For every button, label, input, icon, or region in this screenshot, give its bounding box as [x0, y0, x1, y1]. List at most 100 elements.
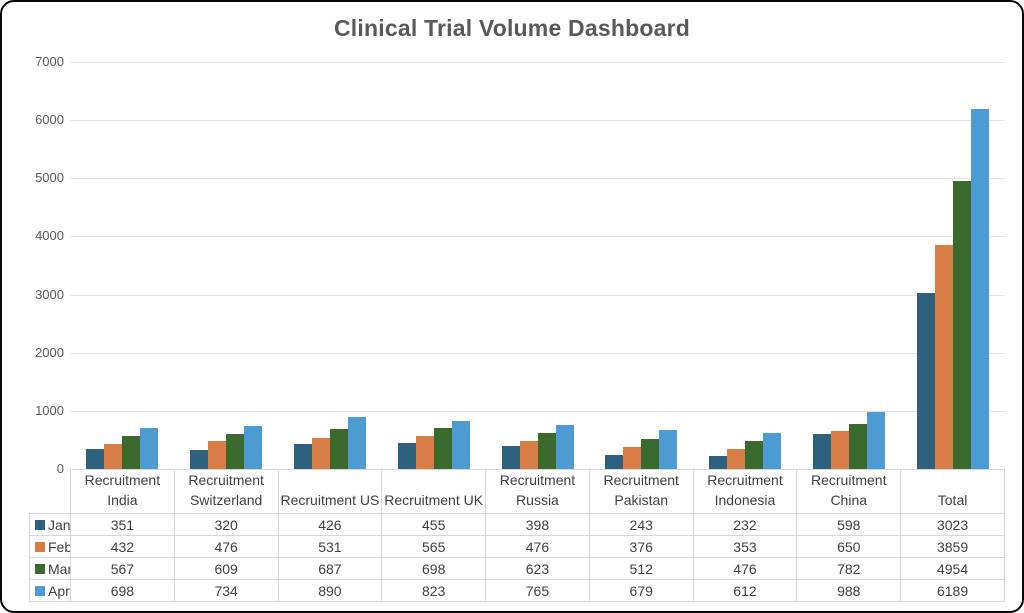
bar-mar-8 — [849, 423, 868, 469]
table-cell: 426 — [277, 513, 383, 536]
table-cell: 734 — [173, 579, 279, 602]
table-cell: 398 — [485, 513, 590, 536]
bar-mar-7 — [745, 441, 764, 469]
bar-feb-8 — [831, 431, 850, 469]
bar-feb-5 — [519, 441, 538, 469]
table-cell: 612 — [692, 579, 798, 602]
legend-color-key-icon — [35, 541, 45, 552]
bar-jan-6 — [605, 454, 624, 469]
table-cell: 455 — [381, 513, 487, 536]
legend-color-key-icon — [35, 519, 45, 530]
gridline — [70, 295, 1005, 296]
y-axis-tick-label: 6000 — [35, 112, 64, 127]
y-axis-tick-label: 4000 — [35, 228, 64, 243]
y-axis-tick-label: 3000 — [35, 287, 64, 302]
bar-jan-9 — [917, 293, 936, 469]
bar-apr-5 — [555, 424, 574, 469]
legend-cell: Jan — [29, 513, 71, 536]
bar-jan-1 — [85, 448, 104, 469]
y-axis-tick-label: 5000 — [35, 170, 64, 185]
gridline — [70, 411, 1005, 412]
bar-mar-6 — [641, 439, 660, 469]
table-row: Feb 432 476 531 565 476 376 353 650 3859 — [29, 535, 1005, 558]
bar-apr-2 — [243, 426, 262, 469]
table-cell: 320 — [173, 513, 279, 536]
bar-apr-8 — [867, 411, 886, 469]
table-header-cell: Recruitment Russia — [485, 469, 590, 514]
table-cell: 476 — [173, 535, 279, 558]
gridline — [70, 62, 1005, 63]
bar-feb-1 — [103, 443, 122, 469]
bar-mar-1 — [121, 436, 140, 469]
table-cell: 6189 — [900, 579, 1005, 602]
table-cell: 698 — [381, 557, 487, 580]
legend-color-key-icon — [35, 585, 45, 596]
bar-mar-3 — [329, 429, 348, 469]
table-cell: 531 — [277, 535, 383, 558]
bar-apr-1 — [139, 428, 158, 469]
table-cell: 376 — [588, 535, 694, 558]
table-cell: 232 — [692, 513, 798, 536]
table-cell: 567 — [70, 557, 175, 580]
bar-feb-4 — [415, 436, 434, 469]
legend-color-key-icon — [35, 563, 45, 574]
data-table: Recruitment India Recruitment Switzerland… — [29, 469, 1005, 602]
bar-apr-3 — [347, 417, 366, 469]
bar-jan-8 — [813, 434, 832, 469]
table-header-cell: Recruitment US — [277, 469, 383, 514]
bar-apr-4 — [451, 421, 470, 469]
bar-jan-3 — [293, 444, 312, 469]
table-cell: 243 — [588, 513, 694, 536]
table-header-cell: Recruitment India — [70, 469, 175, 514]
bar-feb-7 — [727, 448, 746, 469]
legend-series-label: Mar — [48, 560, 71, 577]
table-cell: 623 — [485, 557, 590, 580]
chart-title: Clinical Trial Volume Dashboard — [334, 15, 690, 41]
legend-series-label: Jan — [48, 516, 71, 533]
table-cell: 687 — [277, 557, 383, 580]
bar-mar-5 — [537, 432, 556, 469]
table-cell: 351 — [70, 513, 175, 536]
table-cell: 698 — [70, 579, 175, 602]
table-cell: 476 — [485, 535, 590, 558]
gridline — [70, 353, 1005, 354]
table-header-cell: Recruitment Pakistan — [588, 469, 694, 514]
bar-feb-2 — [207, 441, 226, 469]
bar-jan-7 — [709, 455, 728, 469]
legend-series-label: Feb — [48, 538, 71, 555]
y-axis-tick-label: 2000 — [35, 345, 64, 360]
table-cell: 782 — [796, 557, 902, 580]
y-axis-tick-label: 7000 — [35, 54, 64, 69]
bar-feb-3 — [311, 438, 330, 469]
table-cell: 609 — [173, 557, 279, 580]
bar-mar-2 — [225, 433, 244, 469]
table-cell: 565 — [381, 535, 487, 558]
bar-mar-9 — [953, 181, 972, 469]
table-header-cell: Recruitment Indonesia — [692, 469, 798, 514]
table-cell: 598 — [796, 513, 902, 536]
bar-feb-9 — [935, 244, 954, 469]
table-cell: 679 — [588, 579, 694, 602]
bar-jan-2 — [189, 450, 208, 469]
legend-cell: Mar — [29, 557, 71, 580]
table-row: Apr 698 734 890 823 765 679 612 988 6189 — [29, 579, 1005, 602]
bar-apr-7 — [763, 433, 782, 469]
table-cell: 3859 — [900, 535, 1005, 558]
table-row: Mar 567 609 687 698 623 512 476 782 4954 — [29, 557, 1005, 580]
table-header-cell: Recruitment UK — [381, 469, 487, 514]
table-cell: 4954 — [900, 557, 1005, 580]
table-cell: 765 — [485, 579, 590, 602]
table-row: Jan 351 320 426 455 398 243 232 598 3023 — [29, 513, 1005, 536]
y-axis-tick-label: 0 — [56, 461, 64, 476]
bar-mar-4 — [433, 428, 452, 469]
legend-cell: Feb — [29, 535, 71, 558]
gridline — [70, 236, 1005, 237]
bar-jan-5 — [501, 445, 520, 469]
bar-feb-6 — [623, 447, 642, 469]
table-cell: 353 — [692, 535, 798, 558]
y-axis-tick-label: 1000 — [35, 403, 64, 418]
gridline — [70, 178, 1005, 179]
table-cell: 432 — [70, 535, 175, 558]
